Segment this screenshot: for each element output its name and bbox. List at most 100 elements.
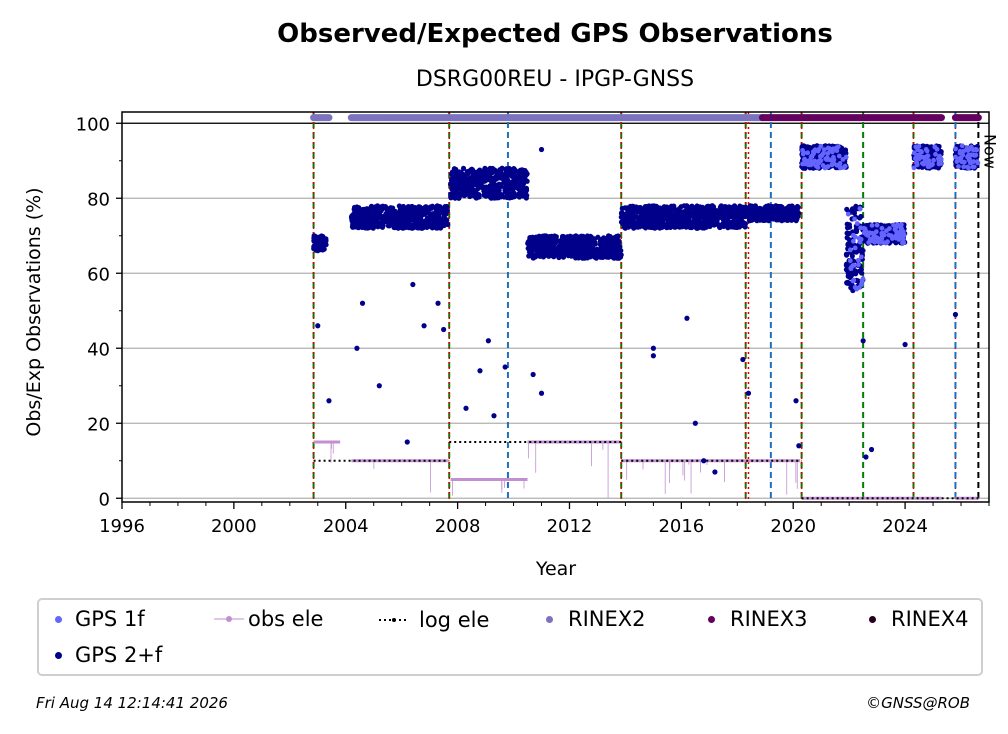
gps2f-point: [863, 454, 869, 460]
gps2f-point: [379, 224, 386, 230]
gps1f-point: [953, 146, 958, 152]
x-tick-label: 2020: [770, 516, 816, 537]
gps1f-point: [854, 221, 860, 226]
gps2f-point: [321, 238, 327, 244]
gps2f-point: [364, 206, 370, 212]
gps2f-point: [490, 185, 496, 191]
gps1f-point: [809, 161, 815, 166]
gps1f-point: [895, 222, 901, 228]
gps2f-point: [846, 224, 853, 230]
gps2f-point: [481, 188, 487, 194]
gps2f-point: [364, 215, 370, 221]
gps2f-point: [719, 213, 726, 219]
gps1f-point: [965, 148, 971, 153]
gps2f-point: [656, 213, 662, 220]
gps2f-point: [448, 193, 454, 199]
gps2f-point: [439, 221, 446, 227]
gps2f-point: [652, 218, 658, 224]
legend-marker: [49, 612, 83, 626]
gps2f-point: [428, 224, 434, 230]
gps1f-point: [932, 144, 938, 150]
gps2f-point: [712, 221, 719, 227]
gps2f-point: [735, 209, 741, 216]
legend-label: RINEX4: [891, 607, 969, 631]
gps2f-point: [720, 220, 726, 227]
gps1f-point: [830, 160, 836, 165]
plot-area: Now 0 20 40 60 80 100 1996 2000 2004 2008 2012 2016 2…: [76, 111, 999, 537]
gps2f-point: [672, 219, 678, 225]
gps2f-point: [952, 311, 959, 318]
legend-label: obs ele: [248, 607, 324, 631]
legend-entry-gps1f: GPS 1f: [49, 607, 145, 631]
gps2f-point: [444, 217, 450, 223]
gps1f-point: [820, 163, 826, 168]
gps2f-point: [763, 210, 770, 216]
gps2f-point: [568, 253, 574, 259]
gps2f-point: [417, 204, 423, 210]
gps1f-point: [859, 278, 865, 284]
gps1f-point: [824, 157, 830, 163]
gps2f-point: [580, 237, 587, 243]
gps2f-point: [441, 326, 447, 333]
gps2f-point: [667, 207, 673, 213]
gps2f-point: [684, 211, 690, 217]
gps2f-point: [424, 224, 430, 231]
gps1f-point: [845, 211, 851, 217]
gps2f-point: [521, 193, 527, 199]
y-axis-label: Obs/Exp Observations (%): [23, 187, 45, 436]
gps2f-point: [699, 221, 705, 227]
gps2f-point: [449, 171, 455, 177]
gps2f-point: [460, 179, 466, 185]
chart-subtitle: DSRG00REU - IPGP-GNSS: [416, 67, 694, 92]
gps2f-point: [536, 234, 542, 240]
gps2f-point: [613, 243, 620, 249]
gps1f-point: [850, 238, 856, 244]
gps2f-point: [642, 225, 649, 231]
x-tick-label: 2000: [211, 516, 257, 537]
gps2f-point: [538, 146, 545, 153]
gps2f-point: [615, 248, 621, 254]
gps2f-point: [796, 443, 802, 449]
gps1f-point: [933, 151, 938, 157]
y-tick-label: 100: [76, 114, 110, 135]
gps2f-point: [588, 243, 594, 249]
gps2f-point: [485, 338, 491, 344]
gps2f-point: [684, 315, 690, 321]
gps2f-point: [354, 345, 360, 351]
gps1f-point: [915, 147, 920, 153]
gps2f-point: [595, 234, 601, 240]
gps2f-point: [520, 180, 527, 187]
gps2f-point: [504, 193, 510, 199]
footer-timestamp: Fri Aug 14 12:14:41 2026: [36, 694, 228, 712]
gps2f-point: [631, 208, 637, 214]
gps2f-point: [859, 270, 865, 276]
legend-entry-obs-ele: obs ele: [214, 607, 323, 631]
gps2f-point: [395, 225, 401, 231]
gps2f-point: [653, 203, 659, 209]
gps2f-point: [693, 210, 699, 216]
gps2f-point: [858, 213, 864, 220]
gps2f-point: [658, 223, 664, 229]
gps2f-point: [679, 213, 685, 219]
gps1f-point: [816, 147, 822, 152]
gps2f-point: [520, 189, 526, 195]
gps2f-point: [315, 323, 321, 329]
gps2f-point: [541, 252, 547, 258]
gps2f-point: [483, 167, 489, 173]
gps2f-point: [537, 242, 543, 248]
gps2f-point: [730, 204, 736, 210]
gps2f-point: [569, 247, 575, 253]
gps2f-point: [650, 353, 656, 359]
gps2f-point: [610, 250, 616, 256]
gps2f-point: [770, 212, 776, 218]
gps1f-point: [853, 234, 858, 240]
gps2f-point: [712, 469, 718, 475]
gps2f-point: [404, 439, 410, 445]
gps2f-point: [359, 300, 366, 306]
gps2f-point: [501, 172, 507, 178]
gps2f-point: [577, 251, 583, 258]
gps2f-point: [509, 167, 515, 173]
gps1f-point: [852, 245, 858, 251]
gps2f-point: [467, 167, 474, 173]
gps2f-point: [559, 235, 566, 241]
